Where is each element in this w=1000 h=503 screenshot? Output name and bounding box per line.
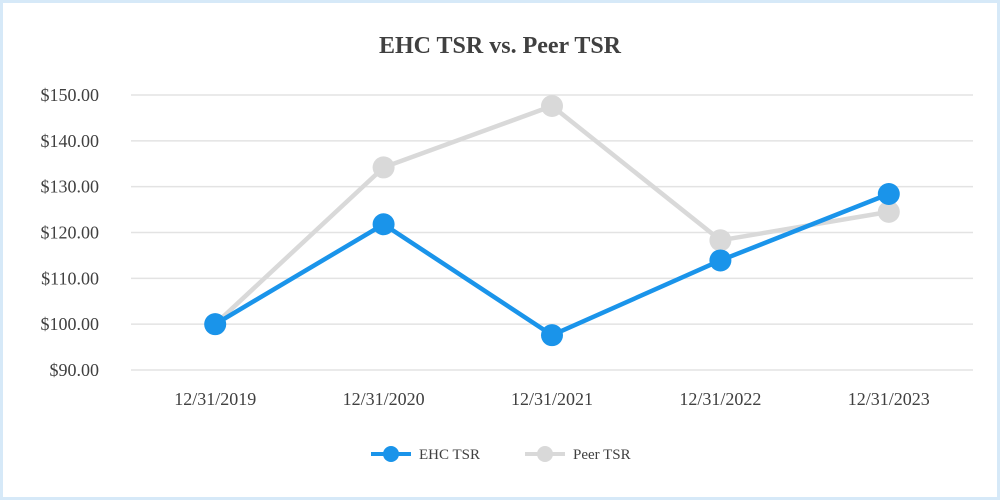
legend: EHC TSR Peer TSR xyxy=(371,446,631,463)
data-point xyxy=(709,229,732,252)
x-axis-ticks: 12/31/2019 12/31/2020 12/31/2021 12/31/2022… xyxy=(174,389,930,409)
data-point xyxy=(372,213,395,236)
grid-layer xyxy=(131,94,973,371)
series-line xyxy=(214,191,890,338)
series-layer xyxy=(204,95,900,347)
y-tick-label: $150.00 xyxy=(41,85,100,105)
legend-item: Peer TSR xyxy=(525,446,631,463)
data-point xyxy=(372,156,395,179)
y-tick-label: $100.00 xyxy=(41,314,100,334)
legend-item: EHC TSR xyxy=(371,446,480,463)
x-tick-label: 12/31/2020 xyxy=(343,389,425,409)
y-tick-label: $130.00 xyxy=(41,177,100,197)
x-tick-label: 12/31/2023 xyxy=(848,389,930,409)
series-peer-tsr xyxy=(204,95,900,336)
series-ehc-tsr xyxy=(204,183,900,347)
x-tick-label: 12/31/2022 xyxy=(679,389,761,409)
data-point xyxy=(541,324,563,347)
data-point xyxy=(877,183,900,205)
y-axis-ticks: $90.00 $100.00 $110.00 $120.00 $130.00 $140.0… xyxy=(41,85,100,380)
line-chart: EHC TSR vs. Peer TSR $90.00 $100.00 $110.0… xyxy=(41,33,973,463)
y-tick-label: $120.00 xyxy=(41,223,100,243)
data-point xyxy=(204,313,227,336)
legend-label: Peer TSR xyxy=(573,447,631,463)
legend-marker xyxy=(383,446,399,462)
data-point xyxy=(877,200,900,223)
legend-label: EHC TSR xyxy=(419,447,480,463)
legend-marker xyxy=(537,446,553,462)
y-tick-label: $140.00 xyxy=(41,131,100,151)
y-tick-label: $90.00 xyxy=(50,360,100,380)
x-tick-label: 12/31/2021 xyxy=(511,389,593,409)
y-tick-label: $110.00 xyxy=(41,268,99,288)
chart-title: EHC TSR vs. Peer TSR xyxy=(379,33,622,59)
series-line xyxy=(213,103,890,326)
data-point xyxy=(709,249,732,272)
data-point xyxy=(541,95,563,117)
x-tick-label: 12/31/2019 xyxy=(174,389,256,409)
